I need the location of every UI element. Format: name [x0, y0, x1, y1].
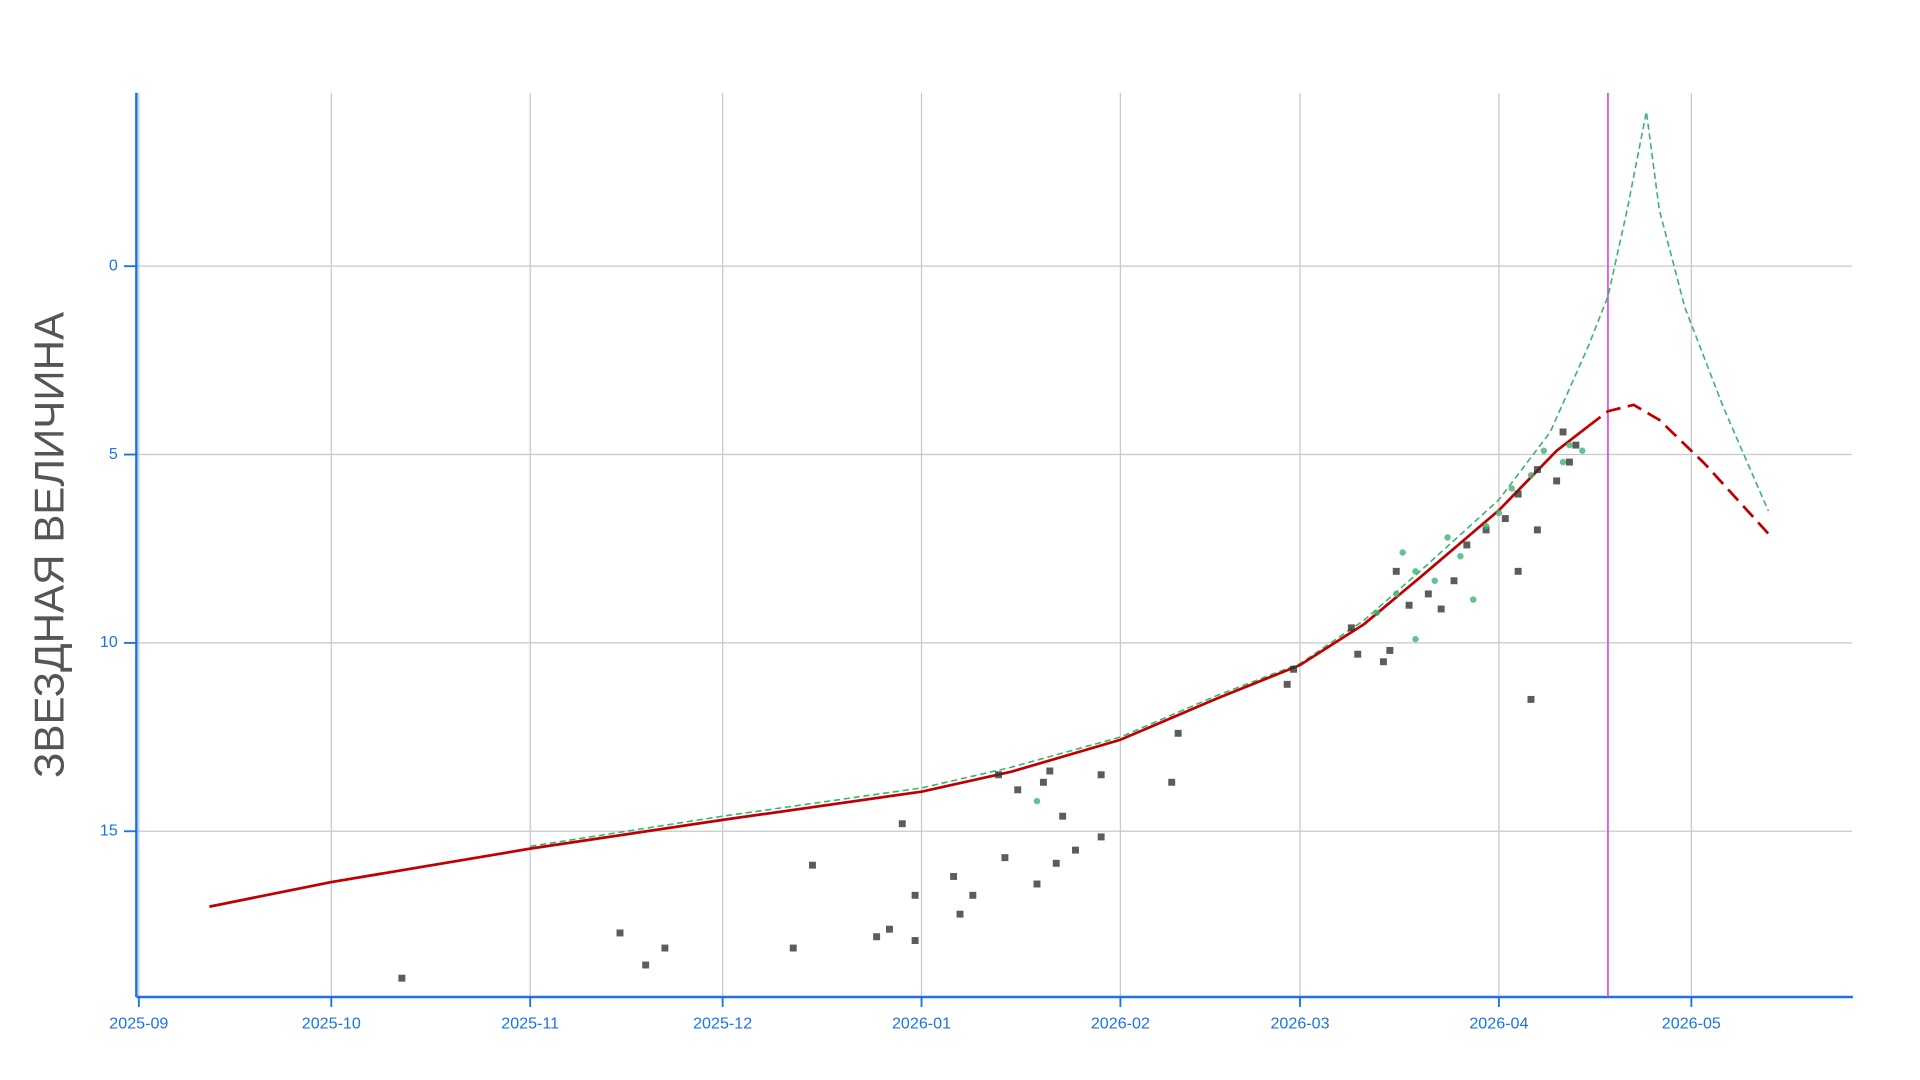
x-tick-label: 2026-05 [1662, 1015, 1721, 1033]
data-point [1373, 609, 1381, 616]
data-point [1482, 522, 1490, 530]
data-point [1412, 568, 1419, 575]
data-point [1533, 466, 1541, 474]
data-point [1470, 596, 1477, 603]
x-tick-label: 2026-03 [1270, 1015, 1329, 1033]
model-curve [1587, 403, 1770, 535]
x-tick-label: 2025-11 [501, 1015, 559, 1033]
data-point [808, 861, 816, 869]
y-tick-label: 0 [109, 256, 118, 274]
data-point [1014, 786, 1022, 794]
data-point [1572, 441, 1580, 449]
data-point [1379, 658, 1387, 666]
data-point [1450, 577, 1458, 585]
x-tick-label: 2026-04 [1469, 1015, 1528, 1033]
data-point [1527, 695, 1535, 703]
data-point [1482, 526, 1490, 534]
x-tick-label: 2025-10 [302, 1015, 361, 1033]
data-point [1579, 447, 1586, 454]
y-tick-label: 15 [100, 822, 118, 840]
data-point [642, 961, 650, 969]
data-point [1386, 646, 1394, 654]
data-point [1392, 567, 1400, 575]
data-point [1553, 477, 1561, 485]
data-point [1559, 458, 1567, 466]
model-curve [530, 111, 1770, 848]
data-point [1444, 534, 1451, 541]
data-point [1457, 553, 1464, 560]
data-point [1437, 605, 1445, 613]
data-point [1566, 458, 1573, 466]
data-point [1431, 577, 1438, 584]
data-point [1514, 490, 1522, 498]
data-point [1501, 515, 1509, 523]
data-point [1559, 428, 1567, 436]
data-point [1399, 549, 1406, 556]
data-point [873, 933, 881, 941]
data-point [1052, 859, 1060, 867]
data-point [911, 891, 919, 899]
data-point [1540, 447, 1548, 454]
data-point [885, 925, 893, 933]
data-point [1072, 846, 1079, 854]
data-point [898, 820, 906, 828]
x-tick-label: 2025-09 [109, 1015, 168, 1033]
data-point [911, 937, 919, 944]
data-point [616, 929, 624, 937]
x-tick-label: 2026-02 [1091, 1015, 1150, 1033]
data-point [1463, 541, 1471, 549]
x-tick-label: 2026-01 [892, 1015, 951, 1033]
data-point [969, 891, 977, 899]
data-point [1412, 635, 1419, 643]
data-point [950, 872, 958, 880]
x-tick-label: 2025-12 [693, 1015, 752, 1033]
data-point [1097, 833, 1105, 841]
data-point [1283, 680, 1291, 688]
data-point [995, 771, 1002, 779]
y-tick-label: 10 [100, 633, 118, 651]
model-curve [209, 424, 1590, 908]
y-tick-label: 5 [109, 445, 118, 463]
data-point [789, 944, 797, 952]
data-point [1533, 526, 1541, 534]
data-point [1059, 812, 1067, 820]
data-point [1290, 665, 1298, 673]
data-point [1495, 509, 1503, 517]
data-point [1046, 767, 1054, 775]
data-point [956, 910, 964, 918]
data-point [1097, 771, 1105, 779]
data-point [1033, 880, 1041, 888]
data-point [1354, 650, 1362, 658]
data-point [398, 974, 406, 982]
data-point [1001, 854, 1009, 862]
data-point [1393, 590, 1400, 598]
data-point [1039, 778, 1047, 786]
data-point [1405, 601, 1413, 609]
data-point [661, 944, 669, 952]
data-point [1347, 624, 1355, 632]
data-point [1174, 729, 1182, 737]
data-point [1527, 472, 1535, 479]
y-axis-label: ЗВЕЗДНАЯ ВЕЛИЧИНА [25, 312, 72, 778]
data-point [1033, 797, 1041, 805]
data-point [1508, 485, 1515, 492]
data-point [1514, 567, 1522, 575]
data-point [1424, 590, 1432, 598]
data-point [1168, 778, 1176, 786]
data-point [1566, 441, 1573, 449]
